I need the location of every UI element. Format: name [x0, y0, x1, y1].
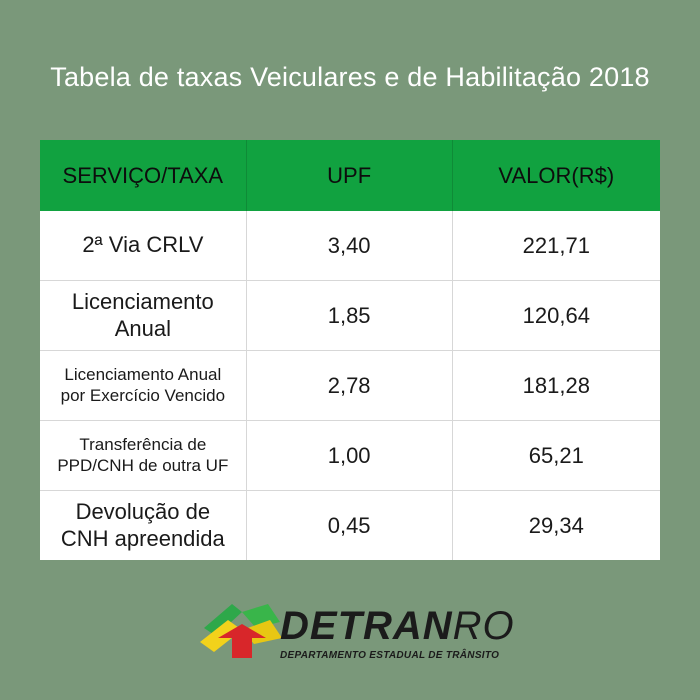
- upf-cell: 3,40: [246, 211, 453, 281]
- service-line: PPD/CNH de outra UF: [57, 455, 229, 475]
- service-cell: Licenciamento Anual: [40, 280, 247, 351]
- service-line: Devolução de: [75, 499, 211, 525]
- detran-logo: DETRANRO DEPARTAMENTO ESTADUAL DE TRÂNSI…: [198, 598, 514, 668]
- table-row: Licenciamento Anual por Exercício Vencid…: [40, 350, 660, 421]
- service-line: por Exercício Vencido: [60, 385, 226, 405]
- upf-cell: 2,78: [246, 350, 453, 421]
- service-line: Anual: [114, 315, 171, 341]
- table-row: Licenciamento Anual 1,85 120,64: [40, 280, 660, 351]
- detran-arrow-logo-icon: [200, 604, 282, 658]
- upf-cell: 1,85: [246, 280, 453, 351]
- service-line: Transferência de: [79, 435, 207, 455]
- page-title: Tabela de taxas Veiculares e de Habilita…: [50, 62, 650, 92]
- valor-cell: 120,64: [452, 280, 660, 351]
- valor-cell: 29,34: [452, 490, 660, 560]
- service-line: Licenciamento: [71, 289, 214, 315]
- table-row: 2ª Via CRLV 3,40 221,71: [40, 211, 660, 281]
- logo-wordmark: DETRANRO: [280, 606, 515, 646]
- table-row: Transferência de PPD/CNH de outra UF 1,0…: [40, 420, 660, 491]
- logo-name-suffix: RO: [452, 604, 515, 648]
- header-upf: UPF: [246, 140, 453, 211]
- fees-table: SERVIÇO/TAXA UPF VALOR(R$) 2ª Via CRLV 3…: [40, 140, 660, 560]
- valor-cell: 181,28: [452, 350, 660, 421]
- logo-subtitle: DEPARTAMENTO ESTADUAL DE TRÂNSITO: [280, 650, 500, 661]
- header-service: SERVIÇO/TAXA: [40, 140, 247, 211]
- header-valor: VALOR(R$): [452, 140, 660, 211]
- service-line: 2ª Via CRLV: [82, 232, 204, 258]
- table-header-row: SERVIÇO/TAXA UPF VALOR(R$): [40, 140, 660, 211]
- upf-cell: 0,45: [246, 490, 453, 560]
- table-row: Devolução de CNH apreendida 0,45 29,34: [40, 490, 660, 560]
- service-cell: Transferência de PPD/CNH de outra UF: [40, 420, 247, 491]
- upf-cell: 1,00: [246, 420, 453, 491]
- service-cell: 2ª Via CRLV: [40, 211, 247, 281]
- service-cell: Devolução de CNH apreendida: [40, 490, 247, 560]
- service-line: CNH apreendida: [60, 525, 225, 551]
- valor-cell: 221,71: [452, 211, 660, 281]
- logo-name-main: DETRAN: [280, 604, 453, 648]
- service-line: Licenciamento Anual: [64, 365, 222, 385]
- valor-cell: 65,21: [452, 420, 660, 491]
- service-cell: Licenciamento Anual por Exercício Vencid…: [40, 350, 247, 421]
